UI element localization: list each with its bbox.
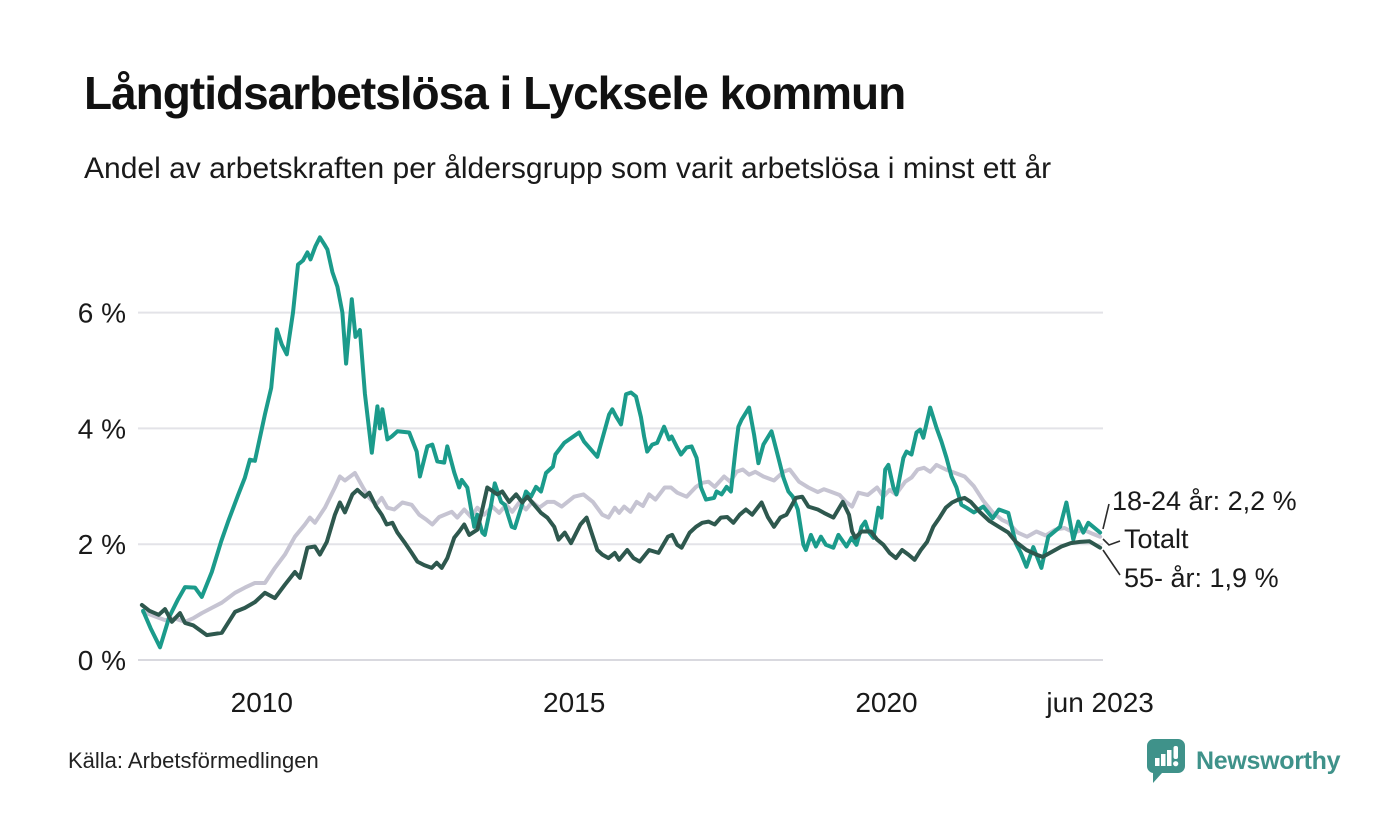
series-line-55-r — [139, 485, 1103, 638]
y-axis-tick-2pct: 2 % — [78, 529, 126, 560]
y-axis-tick-0pct: 0 % — [78, 645, 126, 676]
y-axis-tick-4pct: 4 % — [78, 413, 126, 444]
series-end-label-55-r: 55- år: 1,9 % — [1124, 563, 1279, 593]
newsworthy-logo-icon — [1146, 739, 1185, 783]
brand-name: Newsworthy — [1196, 746, 1341, 775]
x-axis-tick-jun-2023: jun 2023 — [1045, 687, 1153, 718]
y-axis-tick-6pct: 6 % — [78, 298, 126, 329]
page-subtitle: Andel av arbetskraften per åldersgrupp s… — [84, 152, 1052, 185]
speech-bubble-shape — [1146, 739, 1185, 783]
series-end-label-18-24-r: 18-24 år: 2,2 % — [1112, 486, 1297, 516]
series-line-18-24-r — [141, 235, 1103, 650]
series-line-totalt — [141, 462, 1103, 624]
bar-chart-glyph — [1155, 746, 1179, 767]
end-label-connector-18-24-r — [1102, 503, 1110, 530]
x-axis-tick-2020: 2020 — [855, 687, 917, 718]
brand-lockup: Newsworthy — [1146, 738, 1341, 784]
end-label-connector-totalt — [1102, 538, 1121, 546]
x-axis-tick-2015: 2015 — [543, 687, 605, 718]
series-end-label-totalt: Totalt — [1124, 524, 1189, 554]
source-note: Källa: Arbetsförmedlingen — [68, 748, 319, 773]
end-label-connector-55-r — [1102, 549, 1121, 576]
x-axis-tick-2010: 2010 — [231, 687, 293, 718]
page-title: Långtidsarbetslösa i Lycksele kommun — [84, 67, 906, 119]
